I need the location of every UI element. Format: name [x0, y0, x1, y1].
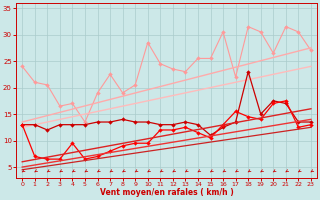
X-axis label: Vent moyen/en rafales ( km/h ): Vent moyen/en rafales ( km/h ) — [100, 188, 234, 197]
